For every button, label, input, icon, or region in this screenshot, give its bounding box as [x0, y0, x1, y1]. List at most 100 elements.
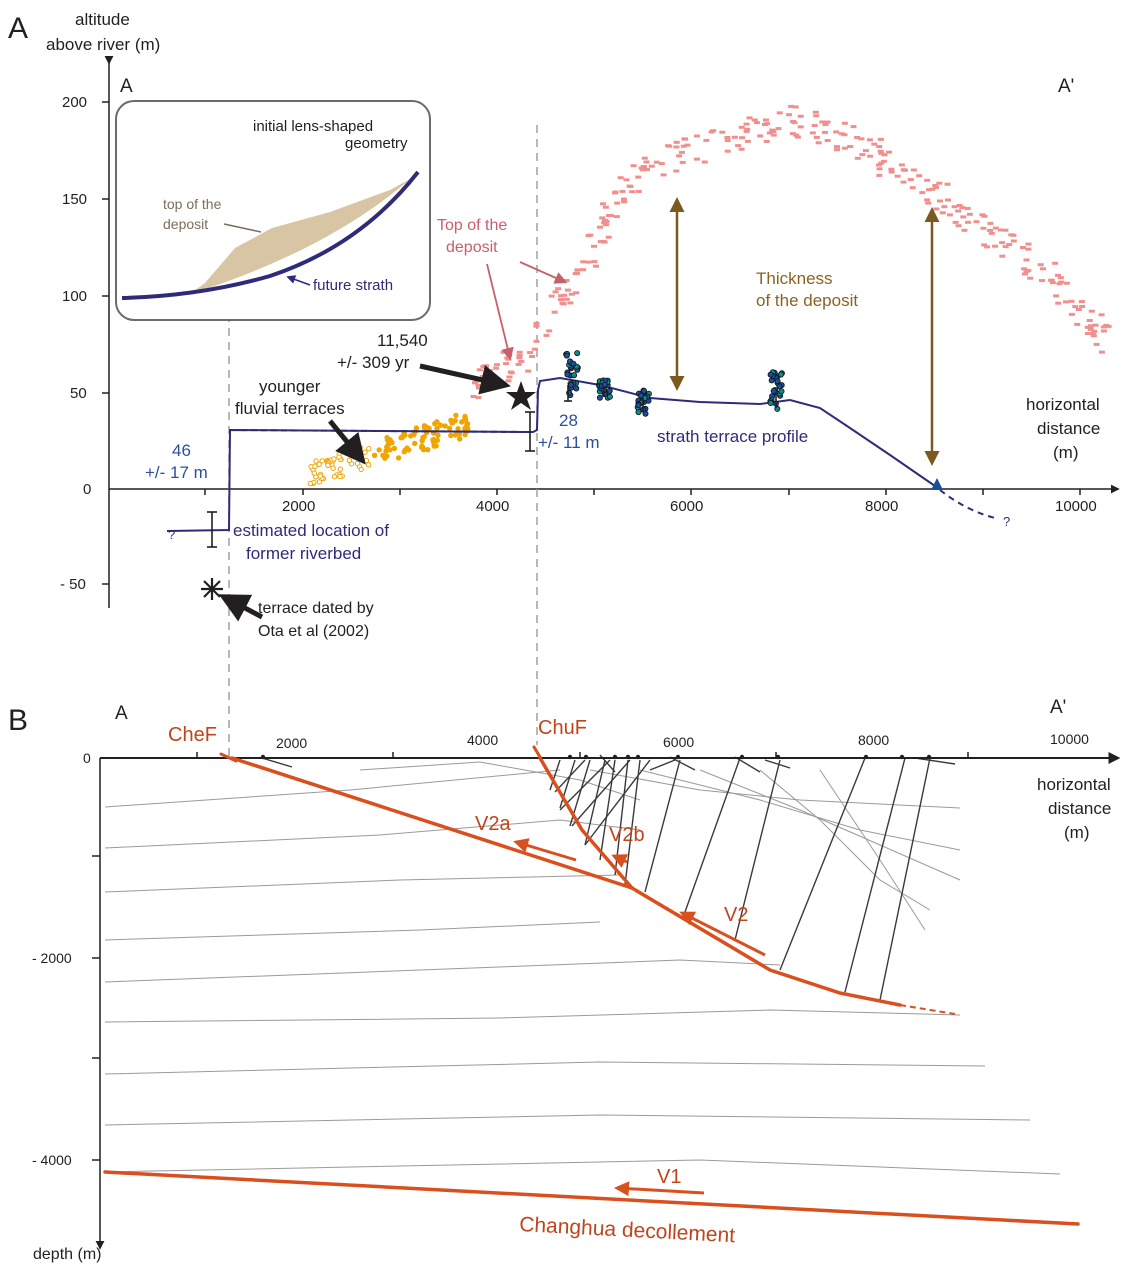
- deposit-top-point: [992, 226, 999, 230]
- section-start-a: A: [120, 76, 133, 97]
- age-label-line2: +/- 309 yr: [337, 353, 410, 372]
- deposit-top-point: [601, 221, 608, 225]
- young-terrace-point: [395, 455, 402, 461]
- deposit-top-point: [1019, 246, 1026, 249]
- deposit-top-point: [812, 110, 819, 114]
- deposit-top-point: [998, 228, 1004, 232]
- deposit-top-point: [936, 181, 943, 185]
- deposit-top-point: [673, 169, 680, 173]
- deposit-top-point: [813, 135, 820, 139]
- young-terrace-point: [448, 432, 454, 439]
- panel-b-x-axis-title-line1: horizontal: [1037, 775, 1111, 794]
- strath-point: [563, 352, 570, 359]
- young-terraces-label-line2: fluvial terraces: [235, 399, 345, 418]
- chuf-tip: [532, 745, 542, 759]
- young-terrace-point: [337, 466, 343, 472]
- deposit-top-point: [660, 173, 667, 177]
- fault-label-chef: CheF: [168, 724, 217, 746]
- deposit-top-point: [813, 114, 820, 118]
- strath-point: [635, 409, 642, 416]
- deposit-top-point: [533, 324, 540, 328]
- deposit-top-point: [999, 254, 1006, 258]
- deposit-top-point: [1010, 233, 1017, 237]
- deposit-top-point: [984, 245, 991, 249]
- section-end-a-prime: A': [1058, 76, 1074, 97]
- young-terrace-point: [419, 444, 425, 451]
- young-terrace-point: [362, 449, 368, 455]
- young-terrace-point: [336, 454, 342, 460]
- deposit-top-point: [493, 363, 500, 367]
- strath-terrace-profile-line: [166, 376, 936, 532]
- young-terrace-point: [312, 463, 318, 469]
- deposit-top-point: [552, 290, 559, 294]
- young-terrace-point: [449, 420, 455, 426]
- deposit-top-point: [881, 153, 888, 157]
- strath-point: [568, 381, 575, 388]
- deposit-top-point: [643, 160, 650, 164]
- deposit-top-point: [1087, 327, 1094, 331]
- deposit-top-point: [877, 137, 884, 141]
- deposit-top-point: [603, 223, 610, 227]
- deposit-top-point: [999, 241, 1006, 245]
- young-terrace-point: [431, 443, 437, 449]
- deposit-top-point: [1055, 301, 1062, 305]
- deposit-top-point: [854, 136, 861, 139]
- deposit-top-point: [933, 186, 939, 190]
- deposit-top-point: [876, 167, 883, 171]
- deposit-top-point: [701, 160, 708, 164]
- deposit-top-point: [580, 268, 587, 272]
- y-tick-label-100: 100: [62, 288, 87, 305]
- deposit-top-point: [518, 359, 525, 363]
- deposit-top-point: [822, 120, 829, 124]
- x-tick-label-2000: 2000: [282, 498, 315, 515]
- deposit-top-point: [585, 260, 592, 264]
- young-terrace-point: [434, 437, 440, 444]
- deposit-top-point: [1058, 280, 1065, 284]
- young-terrace-point: [437, 422, 444, 428]
- deposit-top-point: [1086, 319, 1093, 322]
- deposit-top-point: [888, 170, 895, 174]
- strath-point: [641, 387, 648, 394]
- deposit-top-point: [867, 154, 874, 158]
- young-terrace-point: [337, 473, 343, 480]
- deposit-top-point: [620, 197, 627, 201]
- young-terrace-point: [457, 436, 463, 442]
- panel-b-x-ticks: [196, 752, 969, 758]
- deposit-top-point: [597, 225, 603, 229]
- young-terrace-point: [459, 419, 465, 425]
- deposit-top-point: [770, 133, 777, 137]
- deposit-top-point: [605, 235, 612, 239]
- deposit-top-point: [493, 366, 500, 370]
- deposit-top-point: [527, 351, 534, 355]
- y-axis-title-line1: altitude: [75, 10, 130, 29]
- deposit-top-point: [909, 186, 916, 190]
- deposit-top-point: [862, 149, 869, 153]
- panel-b: B A A': [8, 697, 1121, 1263]
- error-bars: [207, 385, 777, 548]
- deposit-top-point: [1091, 329, 1098, 333]
- deposit-top-point: [1057, 276, 1064, 280]
- deposit-top-point: [992, 244, 999, 248]
- deposit-top-point: [900, 168, 907, 172]
- deposit-top-point: [1068, 299, 1075, 303]
- faults: [103, 745, 1080, 1226]
- deposit-top-point: [600, 202, 606, 206]
- deposit-top-point: [1021, 267, 1028, 271]
- strath-terrace-points: [563, 350, 785, 417]
- deposit-top-point: [635, 175, 642, 179]
- strath-point: [571, 372, 578, 379]
- young-terrace-point: [421, 424, 428, 431]
- deposit-top-point: [1063, 300, 1069, 304]
- deposit-top-point: [886, 150, 893, 154]
- young-terrace-point: [455, 426, 461, 432]
- deposit-top-point: [941, 205, 948, 209]
- deposit-top-point: [694, 134, 700, 138]
- panel-b-x-tick-8000: 8000: [858, 732, 889, 748]
- deposit-top-point: [794, 135, 801, 139]
- young-terrace-point: [446, 425, 453, 432]
- inset-future-strath-line: [121, 170, 420, 300]
- deposit-top-point: [1068, 312, 1075, 316]
- young-terrace-point: [426, 425, 432, 432]
- deposit-top-point: [833, 130, 840, 134]
- deposit-top-point: [945, 198, 951, 202]
